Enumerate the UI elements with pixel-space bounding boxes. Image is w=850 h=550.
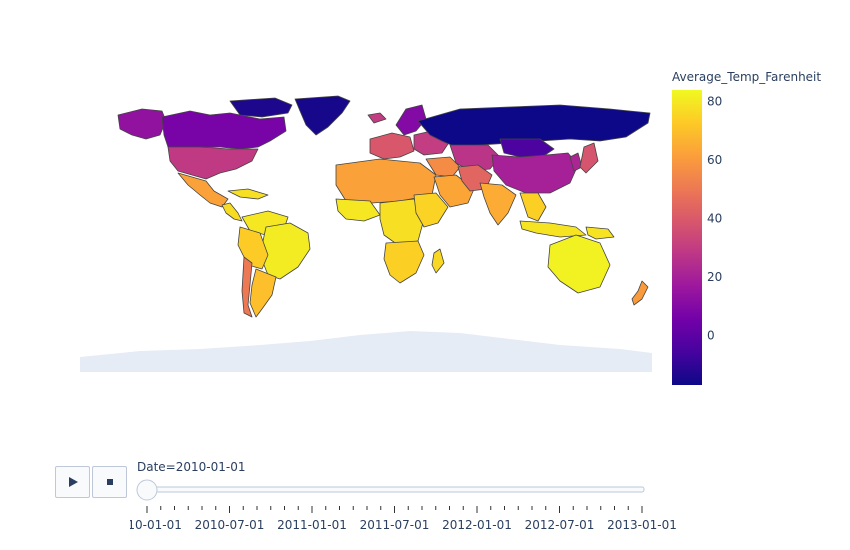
- region-australia[interactable]: [547, 234, 611, 294]
- stop-button[interactable]: [92, 466, 127, 498]
- region-china[interactable]: [491, 152, 579, 194]
- world-map[interactable]: [80, 95, 652, 372]
- region-greenland[interactable]: [294, 95, 351, 136]
- region-canada[interactable]: [161, 110, 287, 150]
- region-iceland[interactable]: [367, 112, 387, 124]
- region-mexico[interactable]: [177, 172, 229, 208]
- region-indonesia[interactable]: [519, 220, 587, 238]
- region-new-zealand[interactable]: [631, 280, 649, 306]
- region-east-africa[interactable]: [413, 192, 449, 228]
- slider-handle[interactable]: [136, 479, 158, 501]
- region-central-america[interactable]: [221, 202, 243, 222]
- slider-tick-label[interactable]: 2012-07-01: [525, 518, 595, 532]
- colorbar-tick-label: 80: [707, 95, 722, 109]
- slider-tick-label[interactable]: 2011-07-01: [360, 518, 430, 532]
- region-west-africa[interactable]: [335, 198, 381, 222]
- region-argentina[interactable]: [249, 268, 277, 318]
- region-japan[interactable]: [579, 142, 599, 174]
- region-chile[interactable]: [241, 256, 253, 318]
- slider-tick-label[interactable]: 2011-01-01: [277, 518, 347, 532]
- region-india[interactable]: [479, 182, 517, 226]
- region-northern-canada[interactable]: [229, 97, 293, 118]
- region-antarctica[interactable]: [80, 331, 652, 372]
- colorbar-tick-label: 0: [707, 328, 715, 342]
- region-papua-new-guinea[interactable]: [585, 226, 615, 240]
- slider-tick-label[interactable]: 2013-01-01: [607, 518, 677, 532]
- slider-tick-label[interactable]: 2010-07-01: [195, 518, 265, 532]
- region-caribbean[interactable]: [227, 188, 269, 200]
- region-brazil[interactable]: [259, 222, 311, 280]
- stop-icon: [106, 479, 113, 485]
- colorbar: 0 20 40 60 80: [672, 90, 722, 385]
- region-madagascar[interactable]: [431, 248, 445, 274]
- play-icon: [68, 477, 78, 487]
- slider-tick-label[interactable]: 2010-01-01: [130, 518, 182, 532]
- region-alaska[interactable]: [117, 108, 167, 140]
- region-mongolia[interactable]: [499, 138, 555, 158]
- play-button[interactable]: [55, 466, 90, 498]
- region-united-states[interactable]: [167, 146, 259, 180]
- slider-rail[interactable]: [144, 486, 645, 493]
- slider-current-value: Date=2010-01-01: [137, 460, 246, 474]
- region-western-europe[interactable]: [369, 132, 415, 160]
- colorbar-tick-label: 40: [707, 212, 722, 226]
- colorbar-gradient: [672, 90, 702, 385]
- region-middle-east[interactable]: [425, 156, 461, 178]
- slider-tick-label[interactable]: 2012-01-01: [442, 518, 512, 532]
- region-southeast-asia[interactable]: [519, 192, 547, 222]
- colorbar-tick-label: 20: [707, 270, 722, 284]
- region-central-asia[interactable]: [449, 144, 501, 172]
- region-southern-africa[interactable]: [383, 240, 425, 284]
- date-slider[interactable]: 2010-01-01 2010-07-01 2011-01-01 2011-07-01…: [130, 478, 690, 540]
- colorbar-title: Average_Temp_Farenheit: [672, 70, 822, 84]
- colorbar-tick-label: 60: [707, 153, 722, 167]
